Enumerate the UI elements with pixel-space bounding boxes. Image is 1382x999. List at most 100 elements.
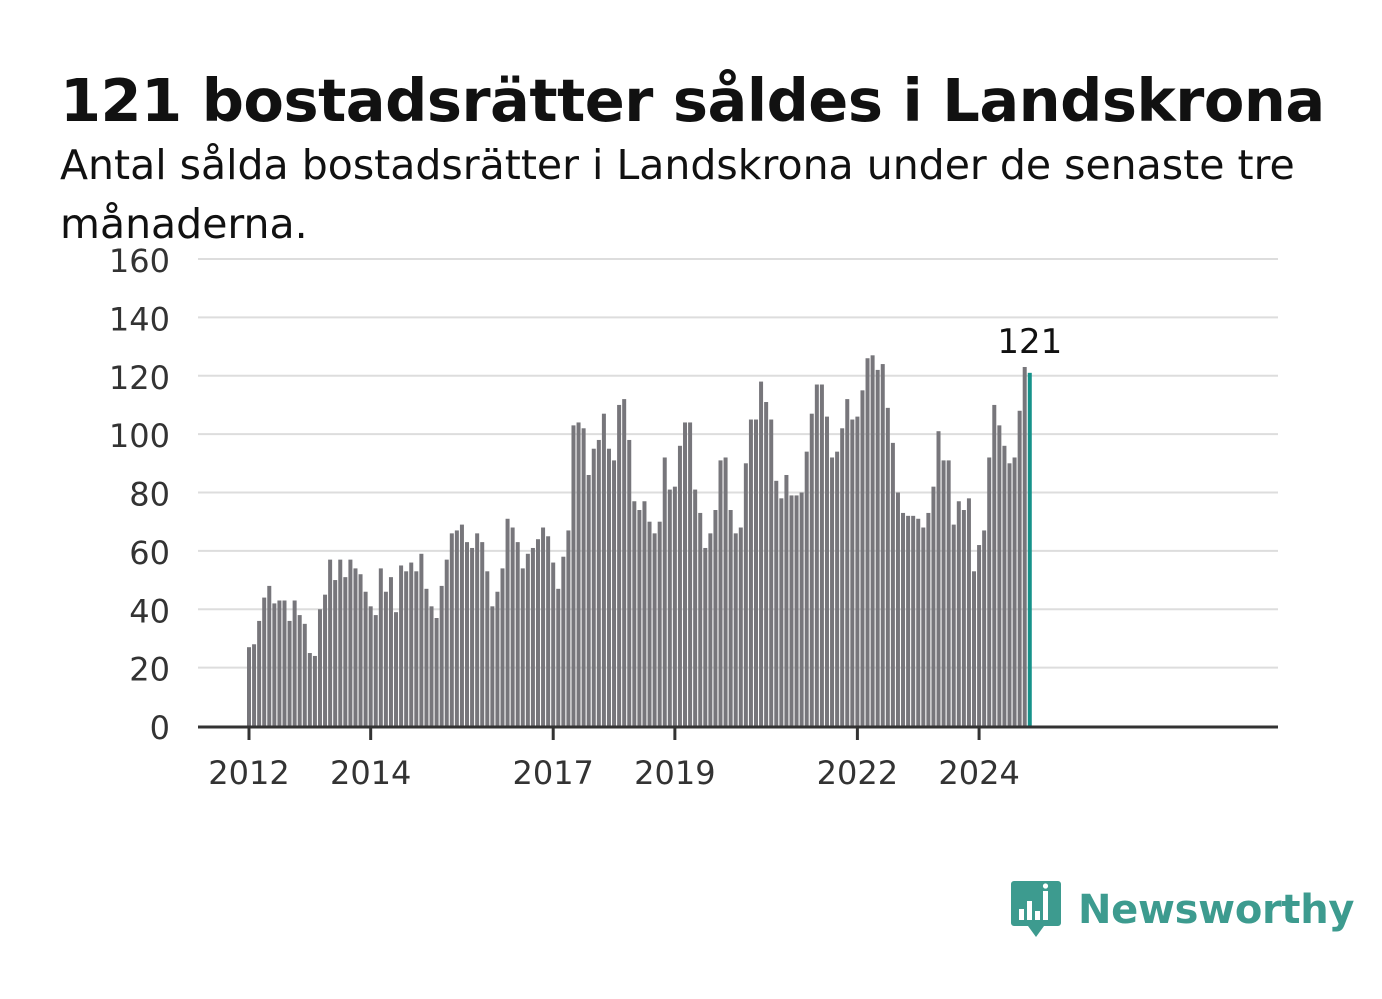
bar: [982, 530, 987, 726]
bar: [961, 510, 966, 726]
bar: [890, 442, 895, 726]
bar: [363, 591, 368, 726]
bar: [520, 568, 525, 726]
x-tick-label: 2024: [938, 754, 1019, 792]
bar: [1017, 410, 1022, 726]
bar: [972, 571, 977, 726]
bar: [748, 419, 753, 726]
bar: [495, 591, 500, 726]
bar: [693, 489, 698, 726]
bar: [535, 539, 540, 726]
bar: [809, 413, 814, 726]
bar: [323, 594, 328, 726]
bar: [368, 606, 373, 726]
bar: [1007, 463, 1012, 726]
bar: [454, 530, 459, 726]
bar: [556, 588, 561, 726]
bar: [510, 527, 515, 726]
bar: [652, 533, 657, 726]
gridlines: [198, 258, 1278, 669]
x-tick-label: 2014: [330, 754, 411, 792]
bar: [647, 521, 652, 726]
bar: [819, 384, 824, 726]
bar: [480, 542, 485, 726]
bar: [794, 495, 799, 726]
bar: [419, 553, 424, 726]
bar: [586, 474, 591, 726]
bar: [764, 402, 769, 726]
bar: [662, 457, 667, 726]
bar: [465, 542, 470, 726]
bar: [956, 501, 961, 726]
bar: [404, 571, 409, 726]
bar: [895, 492, 900, 726]
bar: [677, 445, 682, 726]
y-tick-label: 80: [129, 476, 170, 514]
bar: [328, 559, 333, 726]
bar: [439, 585, 444, 726]
bar: [272, 603, 277, 726]
bar: [388, 577, 393, 726]
y-tick-label: 20: [129, 651, 170, 689]
x-tick-label: 2012: [208, 754, 289, 792]
bar: [312, 655, 317, 726]
bar: [267, 585, 272, 726]
bar: [485, 571, 490, 726]
bar: [901, 512, 906, 726]
y-tick-label: 40: [129, 592, 170, 630]
bar: [738, 527, 743, 726]
bar: [911, 515, 916, 726]
bar: [824, 416, 829, 726]
bar: [601, 413, 606, 726]
bar: [459, 524, 464, 726]
chart-subtitle: Antal sålda bostadsrätter i Landskrona u…: [60, 141, 1295, 248]
bar: [252, 644, 257, 726]
bar: [966, 498, 971, 726]
bar: [434, 618, 439, 726]
bar: [698, 512, 703, 726]
bar: [708, 533, 713, 726]
bar: [672, 486, 677, 726]
x-axis-tick-labels: 2012 2014 2017 2019 2022 2024: [208, 754, 1020, 792]
chart-title: 121 bostadsrätter såldes i Landskrona: [60, 66, 1325, 135]
y-tick-label: 120: [109, 359, 170, 397]
x-tick-label: 2017: [512, 754, 593, 792]
bar: [688, 422, 693, 726]
bar: [946, 460, 951, 726]
bar: [373, 615, 378, 726]
bar: [830, 457, 835, 726]
bar: [713, 510, 718, 726]
bar: [576, 422, 581, 726]
bar: [571, 425, 576, 726]
y-axis-tick-labels: 0 20 40 60 80 100 120 140 160: [109, 242, 170, 747]
bar: [622, 399, 627, 726]
bar: [338, 559, 343, 726]
bar: [683, 422, 688, 726]
bar: [875, 369, 880, 726]
bar: [951, 524, 956, 726]
bar: [591, 448, 596, 726]
bar: [561, 556, 566, 726]
bar: [977, 545, 982, 726]
bar: [627, 439, 632, 726]
y-tick-label: 100: [109, 417, 170, 455]
bar: [931, 486, 936, 726]
bar: [262, 597, 267, 726]
bar: [409, 562, 414, 726]
bar: [343, 577, 348, 726]
bar: [515, 542, 520, 726]
bar: [307, 653, 312, 726]
annotations: 121: [997, 322, 1062, 362]
bar: [470, 547, 475, 726]
bar: [906, 515, 911, 726]
bar: [936, 431, 941, 726]
bar: [444, 559, 449, 726]
bar: [814, 384, 819, 726]
bar: [277, 600, 282, 726]
bar: [870, 355, 875, 726]
bar: [759, 381, 764, 726]
bar: [779, 498, 784, 726]
bar: [378, 568, 383, 726]
bar: [784, 474, 789, 726]
bar: [358, 574, 363, 726]
